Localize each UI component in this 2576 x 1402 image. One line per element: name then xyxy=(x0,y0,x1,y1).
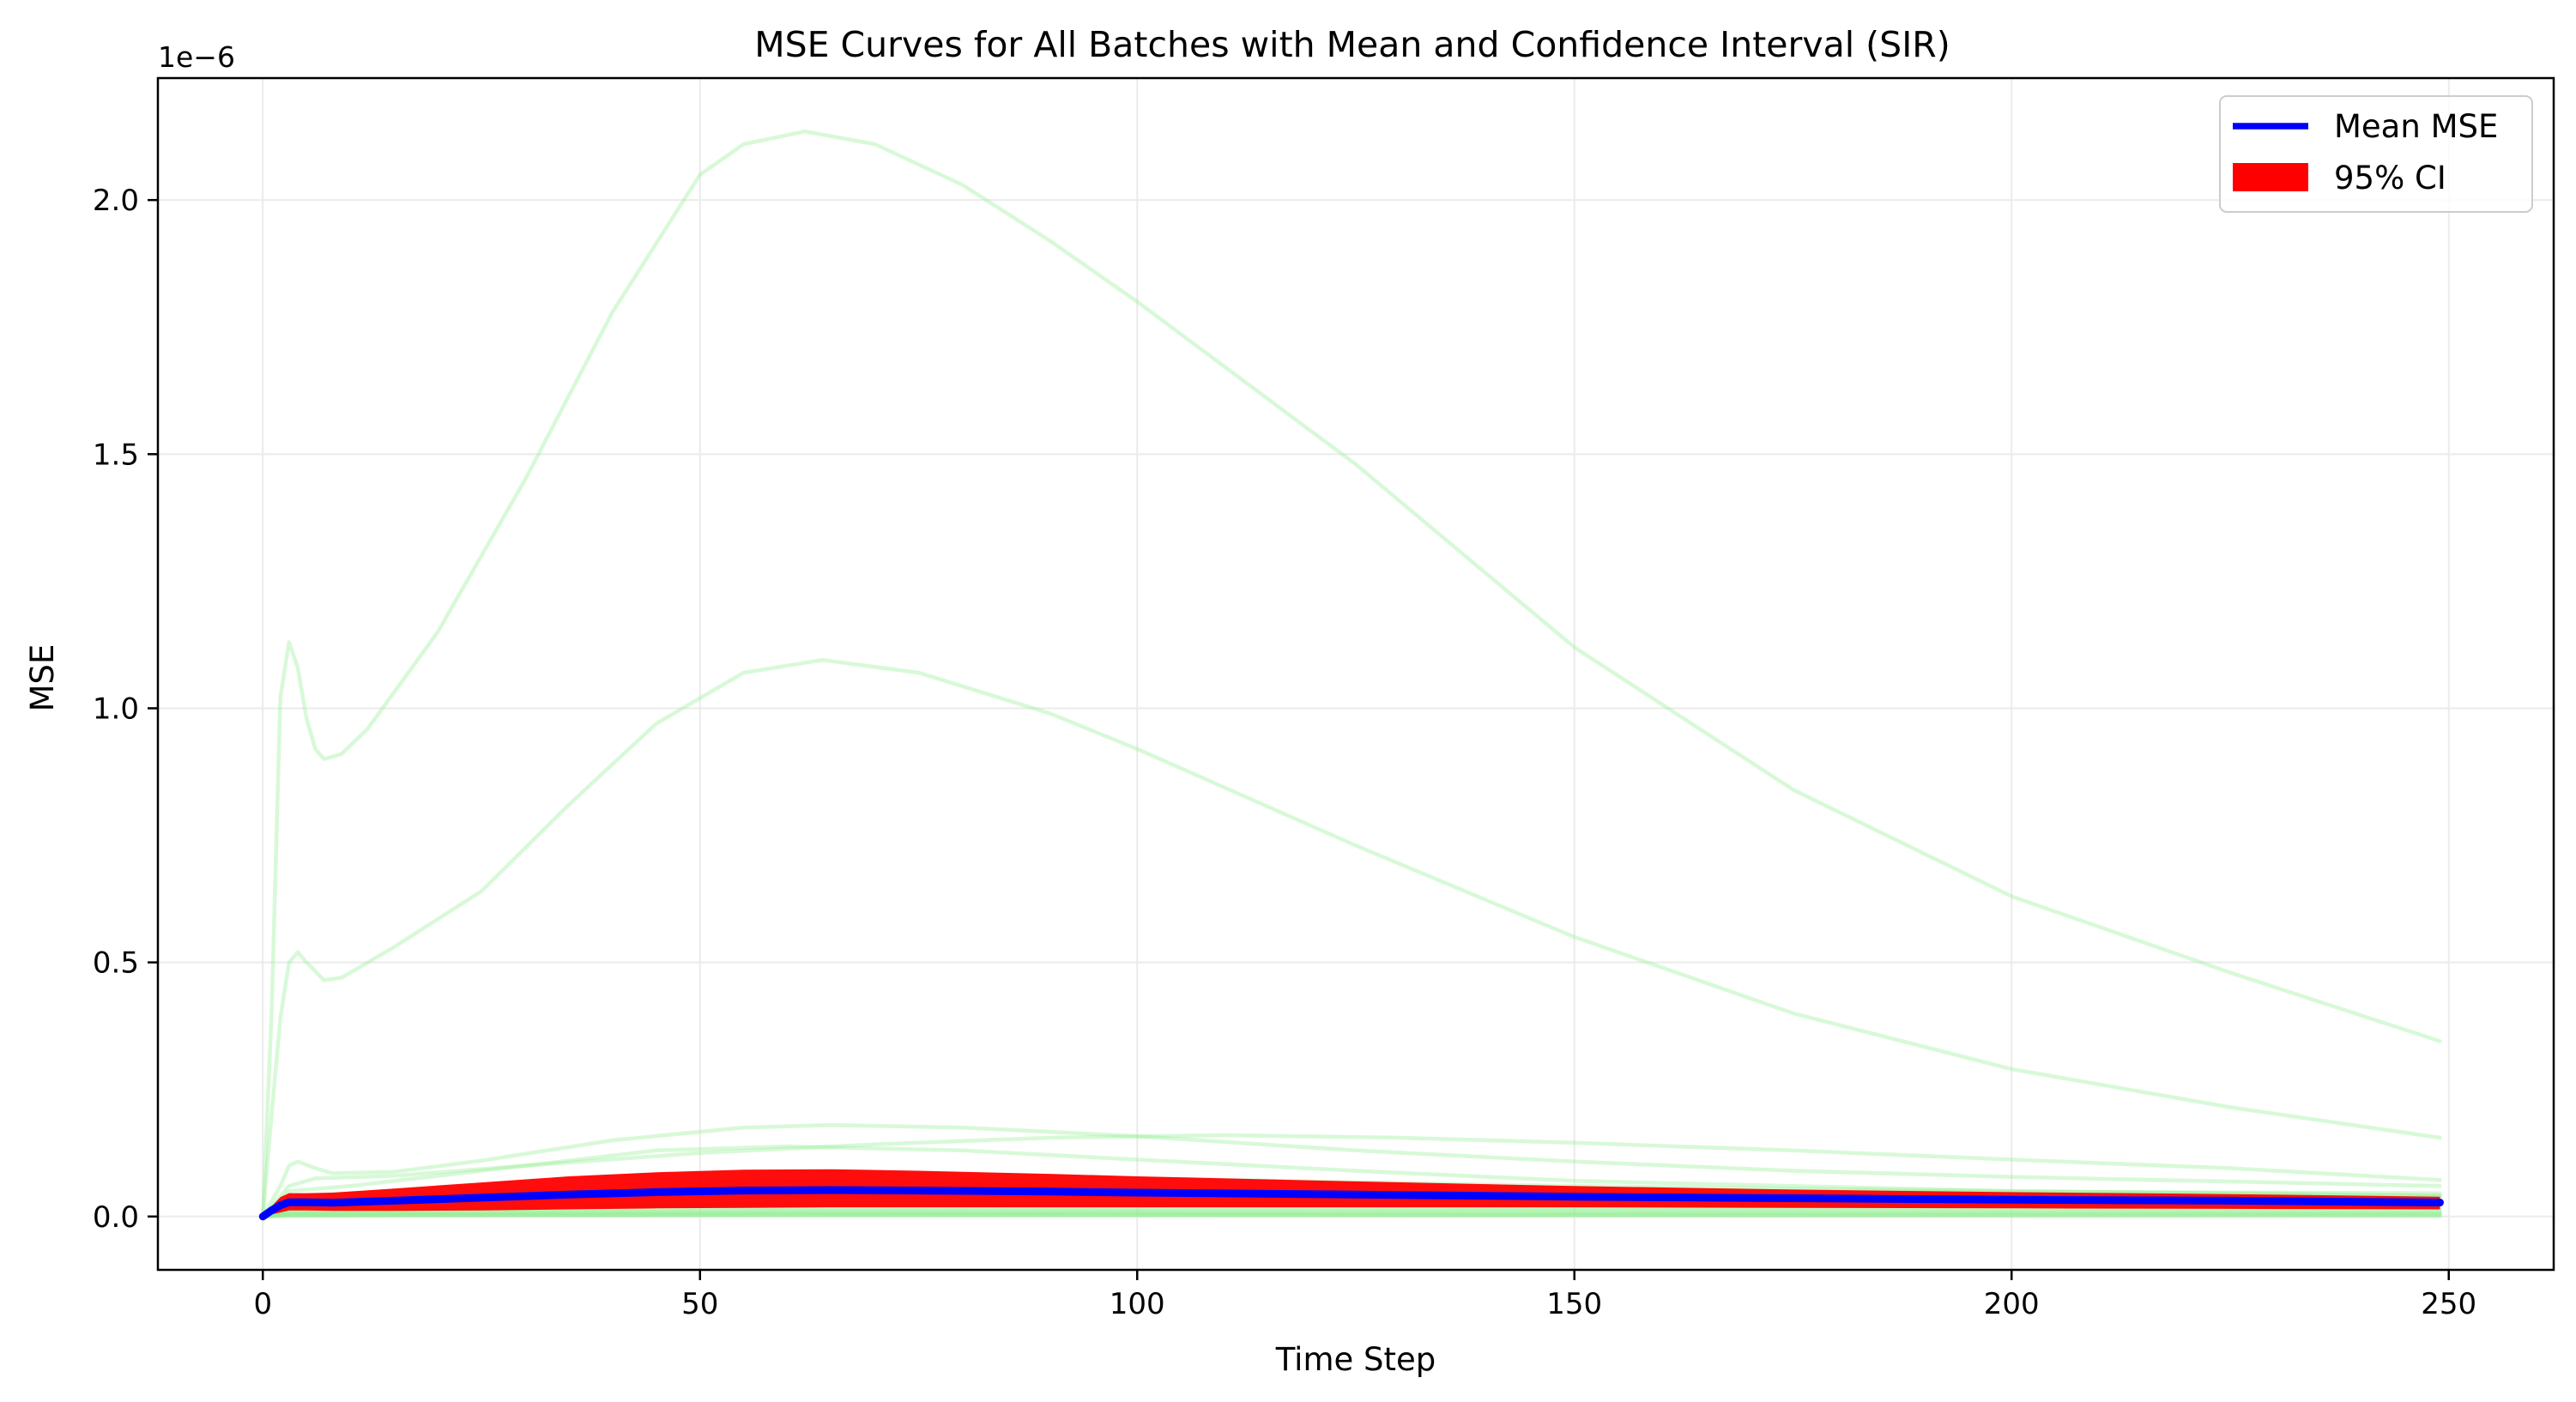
legend-mean-label: Mean MSE xyxy=(2334,108,2498,145)
y-axis-ticks: 0.0 0.5 1.0 1.5 2.0 xyxy=(93,184,158,1235)
y-tick-label: 0.0 xyxy=(93,1200,139,1235)
x-tick-label: 0 xyxy=(253,1287,272,1321)
batch-curve xyxy=(261,1212,2442,1219)
x-tick-label: 100 xyxy=(1110,1287,1165,1321)
batch-curve xyxy=(261,1144,2442,1219)
x-tick-label: 200 xyxy=(1984,1287,2040,1321)
x-axis-label: Time Step xyxy=(1275,1341,1436,1378)
x-axis-ticks: 0 50 100 150 200 250 xyxy=(253,1270,2476,1321)
plot-frame xyxy=(156,76,2555,1272)
batch-curve xyxy=(261,1210,2442,1219)
y-axis-label: MSE xyxy=(24,644,61,712)
x-tick-label: 150 xyxy=(1546,1287,1602,1321)
batch-curve xyxy=(261,1206,2442,1219)
y-tick-label: 1.5 xyxy=(93,438,139,472)
legend: Mean MSE 95% CI xyxy=(2219,95,2533,213)
legend-ci-label: 95% CI xyxy=(2334,160,2446,196)
mean-curve-layer xyxy=(258,1186,2444,1221)
y-tick-label: 1.0 xyxy=(93,692,139,726)
mean-mse-curve xyxy=(258,1186,2444,1221)
batch-curve xyxy=(261,129,2442,1219)
batch-curve xyxy=(261,1213,2442,1219)
batch-curve xyxy=(261,1122,2442,1219)
y-axis-multiplier: 1e−6 xyxy=(158,40,235,74)
grid-layer xyxy=(158,78,2554,1270)
batch-curve xyxy=(261,1212,2442,1219)
batch-curve xyxy=(261,1133,2442,1219)
chart-title: MSE Curves for All Batches with Mean and… xyxy=(754,24,1950,65)
batch-curve xyxy=(261,1208,2442,1219)
y-tick-label: 2.0 xyxy=(93,184,139,218)
y-tick-label: 0.5 xyxy=(93,946,139,981)
plot-area: 0 50 100 150 200 250 0.0 0.5 1.0 1.5 2.0 xyxy=(93,76,2555,1321)
legend-ci-swatch xyxy=(2233,163,2308,191)
x-tick-label: 50 xyxy=(681,1287,718,1321)
batch-curve xyxy=(261,1212,2442,1219)
x-tick-label: 250 xyxy=(2421,1287,2476,1321)
batch-curve xyxy=(261,657,2442,1219)
